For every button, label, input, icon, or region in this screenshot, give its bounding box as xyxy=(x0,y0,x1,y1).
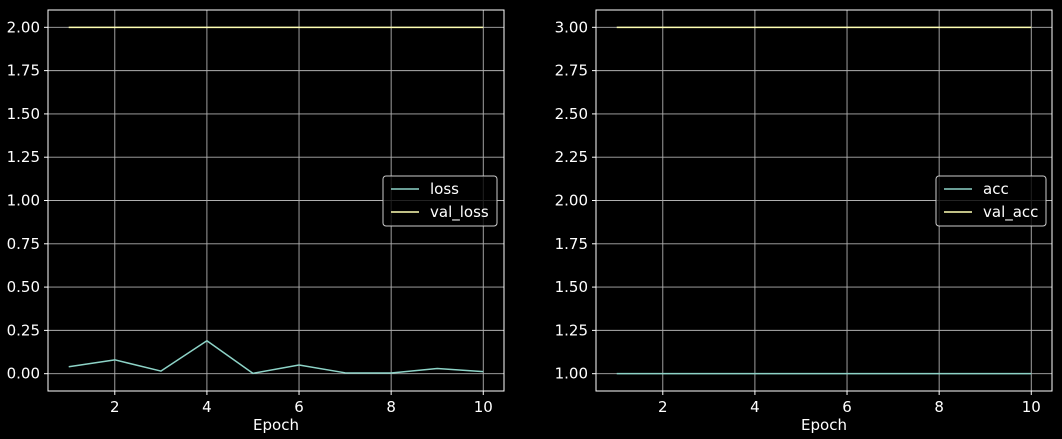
x-tick-label: 10 xyxy=(1022,398,1041,416)
y-tick-label: 1.50 xyxy=(7,105,40,123)
y-tick-label: 1.75 xyxy=(7,62,40,80)
y-tick-label: 0.75 xyxy=(7,235,40,253)
y-tick-label: 0.25 xyxy=(7,321,40,339)
y-tick-label: 0.00 xyxy=(7,365,40,383)
y-tick-label: 3.00 xyxy=(555,18,588,36)
y-tick-label: 0.50 xyxy=(7,278,40,296)
y-tick-label: 1.25 xyxy=(7,148,40,166)
x-axis-label: Epoch xyxy=(253,416,299,434)
y-tick-label: 1.25 xyxy=(555,321,588,339)
y-tick-label: 2.50 xyxy=(555,105,588,123)
x-tick-label: 2 xyxy=(658,398,668,416)
chart-1: 2 4 6 8 10 0.00 0.25 0.50 0.75 1.00 1.25 1.50 1.75 2.… xyxy=(7,9,505,434)
x-axis-label: Epoch xyxy=(801,416,847,434)
y-tick-label: 1.50 xyxy=(555,278,588,296)
legend: loss val_loss xyxy=(382,175,498,227)
x-tick-label: 6 xyxy=(842,398,852,416)
x-tick-label: 8 xyxy=(386,398,396,416)
legend-label-val-acc: val_acc xyxy=(983,203,1038,222)
chart-2: 2 4 6 8 10 1.00 1.25 1.50 1.75 2.00 2.25 2.50 2.75 3.… xyxy=(555,9,1053,434)
y-tick-label: 2.00 xyxy=(555,192,588,210)
y-tick-label: 1.75 xyxy=(555,235,588,253)
x-tick-label: 10 xyxy=(474,398,493,416)
series-line-loss xyxy=(68,340,484,375)
x-tick-label: 4 xyxy=(750,398,760,416)
legend-label-val-loss: val_loss xyxy=(430,203,489,222)
legend-label-loss: loss xyxy=(430,180,459,198)
legend: acc val_acc xyxy=(935,175,1047,227)
x-tick-label: 4 xyxy=(202,398,212,416)
y-tick-label: 1.00 xyxy=(555,365,588,383)
legend-label-acc: acc xyxy=(983,180,1009,198)
y-tick-label: 2.25 xyxy=(555,148,588,166)
y-tick-label: 2.75 xyxy=(555,62,588,80)
y-tick-label: 2.00 xyxy=(7,18,40,36)
x-tick-label: 2 xyxy=(110,398,120,416)
x-tick-label: 6 xyxy=(294,398,304,416)
x-tick-label: 8 xyxy=(934,398,944,416)
y-tick-label: 1.00 xyxy=(7,192,40,210)
